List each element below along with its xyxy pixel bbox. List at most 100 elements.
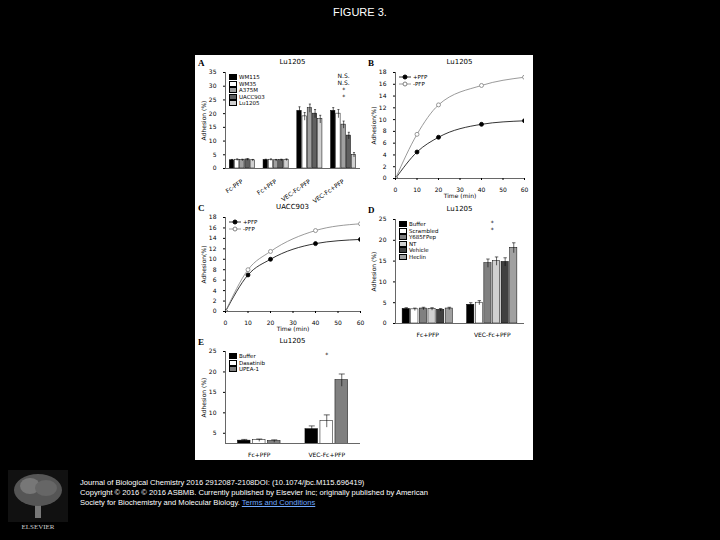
svg-text:50: 50: [499, 186, 507, 193]
svg-text:40: 40: [478, 186, 486, 193]
svg-text:*: *: [491, 226, 494, 233]
svg-text:VEC-Fc+PFP: VEC-Fc+PFP: [311, 177, 345, 204]
svg-text:18: 18: [209, 213, 217, 220]
html-text:A: A: [198, 58, 205, 68]
svg-text:0: 0: [383, 174, 387, 181]
svg-text:20: 20: [209, 110, 217, 117]
svg-text:8: 8: [383, 127, 387, 134]
svg-text:Adhesion(%): Adhesion(%): [200, 246, 207, 284]
html-text:ELSEVIER: ELSEVIER: [21, 523, 55, 531]
svg-text:25: 25: [379, 215, 387, 222]
svg-text:0: 0: [383, 319, 387, 326]
svg-text:20: 20: [379, 236, 387, 243]
svg-text:N.S.: N.S.: [338, 72, 350, 79]
svg-text:0: 0: [394, 186, 398, 193]
svg-text:N.S.: N.S.: [338, 79, 350, 86]
html-text:Copyright © 2016 © 2016 ASBMB.: Copyright © 2016 © 2016 ASBMB. Currently…: [80, 488, 428, 497]
svg-text:Adhesion (%): Adhesion (%): [370, 252, 377, 292]
html-text:Dasatinib: Dasatinib: [239, 359, 265, 366]
html-text:Lu1205: Lu1205: [279, 58, 306, 66]
html-text:C: C: [198, 203, 205, 213]
svg-text:VEC-Fc-PFP: VEC-Fc-PFP: [280, 177, 312, 202]
svg-text:5: 5: [213, 429, 217, 436]
html-text:-PFP: -PFP: [413, 80, 425, 87]
svg-text:20: 20: [267, 319, 275, 326]
html-text:WM115: WM115: [239, 74, 260, 80]
svg-text:Adhesion(%): Adhesion(%): [370, 107, 377, 145]
svg-text:10: 10: [209, 409, 217, 416]
html-text:UACC903: UACC903: [239, 93, 265, 100]
svg-text:*: *: [325, 351, 328, 358]
svg-text:Time (min): Time (min): [443, 192, 477, 199]
html-text:Society for Biochemistry and M: Society for Biochemistry and Molecular B…: [80, 498, 316, 507]
svg-text:10: 10: [244, 319, 252, 326]
svg-text:12: 12: [209, 245, 217, 252]
svg-text:14: 14: [379, 92, 387, 99]
html-text:Scrambled: Scrambled: [409, 227, 439, 234]
html-text:Lu1205: Lu1205: [279, 337, 306, 345]
html-text:NT: NT: [409, 240, 417, 247]
svg-text:Fc-PFP: Fc-PFP: [224, 177, 244, 194]
svg-text:*: *: [342, 86, 345, 93]
svg-text:Fc+PFP: Fc+PFP: [248, 451, 271, 458]
svg-text:60: 60: [521, 186, 529, 193]
svg-text:6: 6: [383, 139, 387, 146]
svg-text:10: 10: [209, 137, 217, 144]
html-text:Heclin: Heclin: [409, 253, 427, 260]
svg-text:35: 35: [209, 68, 217, 75]
svg-text:30: 30: [289, 318, 297, 326]
html-text:WM35: WM35: [239, 80, 257, 87]
svg-text:*: *: [491, 219, 494, 226]
svg-text:Adhesion (%): Adhesion (%): [200, 101, 207, 141]
svg-text:0: 0: [213, 307, 217, 314]
svg-text:10: 10: [379, 116, 387, 123]
html-text:UACC903: UACC903: [276, 203, 309, 211]
svg-text:5: 5: [383, 299, 387, 306]
svg-text:20: 20: [435, 186, 443, 193]
svg-text:5: 5: [213, 151, 217, 158]
svg-text:0: 0: [213, 164, 217, 171]
svg-text:2: 2: [213, 297, 217, 304]
svg-text:18: 18: [379, 68, 387, 75]
svg-text:10: 10: [209, 255, 217, 262]
svg-text:Fc+PFP: Fc+PFP: [417, 331, 440, 338]
html-text:Lu1205: Lu1205: [239, 100, 260, 106]
svg-text:25: 25: [209, 96, 217, 103]
svg-text:6: 6: [213, 276, 217, 283]
svg-text:8: 8: [213, 266, 217, 273]
html-text:A375M: A375M: [239, 87, 258, 93]
svg-text:Fc+PFP: Fc+PFP: [255, 177, 278, 196]
svg-text:15: 15: [379, 257, 387, 264]
svg-text:14: 14: [209, 234, 217, 241]
html-text:Lu1205: Lu1205: [446, 205, 473, 213]
svg-text:4: 4: [213, 287, 217, 294]
svg-text:20: 20: [209, 368, 217, 375]
svg-text:16: 16: [209, 224, 217, 231]
html-text:Journal of Biological Chemistr: Journal of Biological Chemistry 2016 291…: [80, 478, 365, 487]
html-text:B: B: [368, 58, 374, 68]
svg-text:Adhesion (%): Adhesion (%): [200, 378, 207, 418]
svg-text:50: 50: [334, 319, 342, 326]
svg-text:15: 15: [209, 123, 217, 130]
svg-text:60: 60: [357, 319, 365, 326]
svg-text:4: 4: [383, 151, 387, 158]
svg-text:VEC-Fc+PFP: VEC-Fc+PFP: [308, 451, 345, 458]
svg-text:2: 2: [383, 163, 387, 170]
svg-text:30: 30: [456, 185, 464, 193]
svg-text:25: 25: [209, 347, 217, 354]
svg-text:30: 30: [209, 82, 217, 89]
svg-text:16: 16: [379, 80, 387, 87]
html-text:Lu1205: Lu1205: [446, 58, 473, 66]
html-text:D: D: [368, 205, 375, 215]
svg-text:*: *: [342, 93, 345, 100]
svg-text:12: 12: [379, 104, 387, 111]
html-text:FIGURE 3.: FIGURE 3.: [333, 6, 387, 18]
svg-text:10: 10: [413, 186, 421, 193]
svg-text:VEC-Fc+PFP: VEC-Fc+PFP: [474, 331, 511, 338]
html-text:-PFP: -PFP: [243, 225, 255, 232]
svg-text:10: 10: [379, 278, 387, 285]
svg-text:Time (min): Time (min): [276, 325, 310, 332]
svg-text:0: 0: [224, 319, 228, 326]
svg-text:40: 40: [312, 319, 320, 326]
svg-text:15: 15: [209, 388, 217, 395]
